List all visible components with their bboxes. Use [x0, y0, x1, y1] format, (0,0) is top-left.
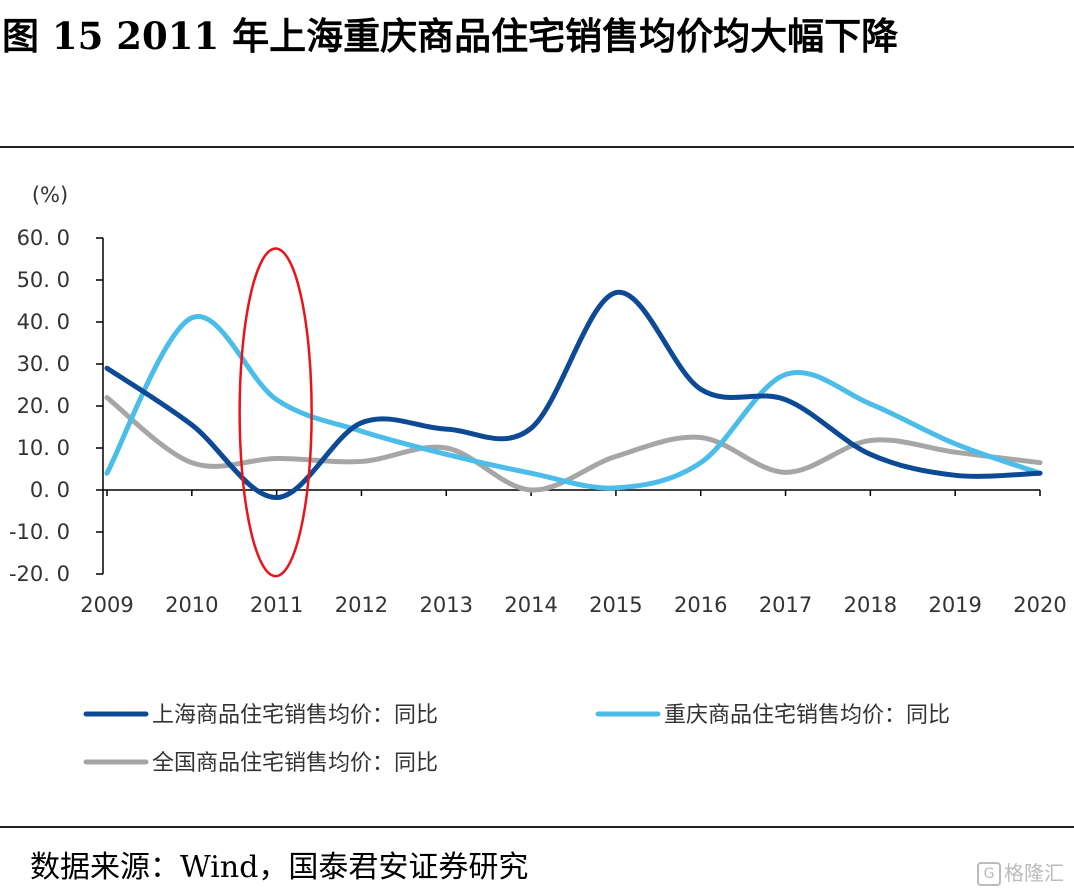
chart-annotation	[238, 247, 313, 578]
y-tick-label: -20. 0	[9, 562, 70, 586]
y-tick-label: 30. 0	[17, 352, 70, 376]
series-line-2	[104, 314, 1043, 491]
x-tick-label: 2011	[250, 593, 303, 617]
y-tick-label: 20. 0	[17, 394, 70, 418]
y-tick-label: 40. 0	[17, 310, 70, 334]
x-tick-label: 2017	[759, 593, 812, 617]
legend-label: 重庆商品住宅销售均价：同比	[664, 703, 950, 728]
x-tick-label: 2018	[844, 593, 897, 617]
figure-title: 图 15 2011 年上海重庆商品住宅销售均价均大幅下降	[2, 14, 899, 58]
source-note: 数据来源：Wind，国泰君安证券研究	[30, 850, 529, 885]
x-tick-label: 2012	[335, 593, 388, 617]
y-axis-label: (%)	[32, 183, 68, 207]
chart-series	[104, 290, 1043, 501]
y-tick-label: 50. 0	[17, 268, 70, 292]
series-line-1	[104, 290, 1043, 501]
watermark-logo-icon: G	[977, 862, 1001, 886]
legend-label: 上海商品住宅销售均价：同比	[152, 703, 438, 728]
top-rule	[0, 146, 1074, 148]
y-tick-label: 60. 0	[17, 226, 70, 250]
y-tick-label: -10. 0	[9, 520, 70, 544]
x-tick-label: 2016	[674, 593, 727, 617]
x-tick-label: 2020	[1013, 593, 1066, 617]
y-tick-label: 10. 0	[17, 436, 70, 460]
watermark: G 格隆汇	[977, 857, 1064, 886]
x-tick-label: 2019	[928, 593, 981, 617]
series-line-3	[104, 395, 1043, 493]
bottom-rule	[0, 826, 1074, 828]
watermark-text: 格隆汇	[1004, 860, 1064, 885]
x-tick-label: 2014	[504, 593, 557, 617]
line-chart: 60. 0 50. 0 40. 0 30. 0 20. 0 10. 0 0. 0 -10. 0…	[9, 183, 1067, 776]
highlight-ellipse	[238, 247, 313, 578]
x-tick-label: 2010	[165, 593, 218, 617]
chart-axes: 60. 0 50. 0 40. 0 30. 0 20. 0 10. 0 0. 0 -10. 0…	[9, 183, 1067, 617]
x-tick-label: 2013	[420, 593, 473, 617]
y-tick-label: 0. 0	[30, 478, 70, 502]
x-tick-label: 2009	[80, 593, 133, 617]
legend-label: 全国商品住宅销售均价：同比	[152, 751, 438, 776]
x-tick-label: 2015	[589, 593, 642, 617]
